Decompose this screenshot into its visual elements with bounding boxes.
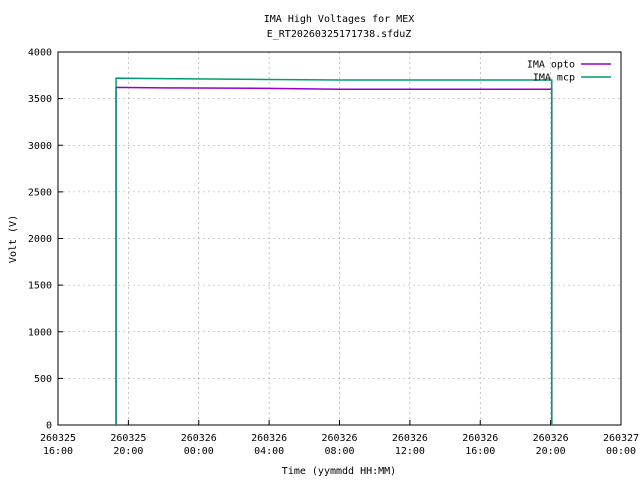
y-tick-label: 1500: [28, 281, 52, 292]
legend-label: IMA mcp: [533, 73, 575, 84]
x-tick-label: 260325 16:00: [40, 433, 76, 457]
y-tick-label: 2000: [28, 234, 52, 245]
y-tick-label: 0: [46, 421, 52, 432]
x-tick-label: 260326 16:00: [462, 433, 498, 457]
x-tick-label: 260326 12:00: [392, 433, 428, 457]
x-tick-label: 260326 08:00: [321, 433, 357, 457]
x-axis-label: Time (yymmdd HH:MM): [282, 466, 396, 477]
chart-title: IMA High Voltages for MEX: [264, 14, 415, 25]
x-tick-label: 260327 00:00: [603, 433, 639, 457]
y-tick-label: 3500: [28, 94, 52, 105]
series-line: [115, 77, 553, 425]
legend-label: IMA opto: [527, 60, 575, 71]
plot-frame: [57, 51, 622, 426]
series-line: [115, 86, 553, 425]
y-tick-label: 1000: [28, 327, 52, 338]
x-tick-label: 260325 20:00: [110, 433, 146, 457]
y-axis-label: Volt (V): [8, 215, 19, 263]
y-tick-label: 2500: [28, 187, 52, 198]
x-tick-label: 260326 04:00: [251, 433, 287, 457]
y-tick-label: 500: [34, 374, 52, 385]
x-tick-label: 260326 20:00: [533, 433, 569, 457]
y-tick-label: 4000: [28, 48, 52, 59]
x-tick-label: 260326 00:00: [181, 433, 217, 457]
y-tick-label: 3000: [28, 141, 52, 152]
chart-subtitle: E_RT20260325171738.sfduZ: [267, 29, 412, 40]
